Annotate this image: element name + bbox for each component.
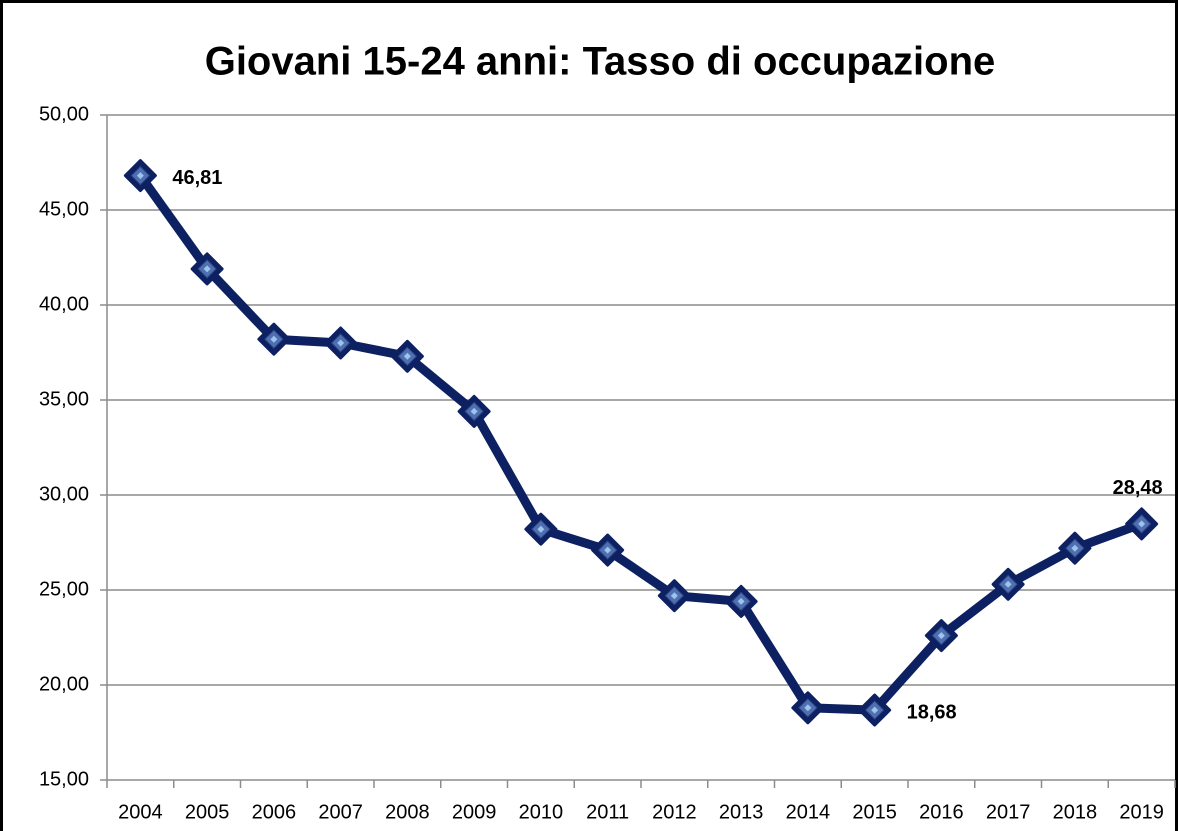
point-marker-core [1138,520,1146,528]
x-tick-label: 2008 [385,801,430,823]
point-marker-core [1071,544,1079,552]
x-tick-label: 2007 [318,801,363,823]
x-tick-label: 2016 [919,801,964,823]
point-marker-core [670,592,678,600]
point-marker-core [871,706,879,714]
data-label: 28,48 [1113,477,1163,499]
point-marker-core [537,525,545,533]
y-tick-label: 45,00 [39,198,89,220]
x-tick-label: 2012 [652,801,697,823]
point-marker-core [203,265,211,273]
y-tick-label: 40,00 [39,293,89,315]
x-tick-label: 2005 [185,801,230,823]
x-tick-label: 2018 [1053,801,1098,823]
point-marker-core [337,339,345,347]
point-marker-core [737,597,745,605]
point-marker-core [270,335,278,343]
y-tick-label: 35,00 [39,388,89,410]
chart-title: Giovani 15-24 anni: Tasso di occupazione [205,40,996,84]
x-tick-label: 2004 [118,801,163,823]
point-marker-core [470,407,478,415]
x-tick-label: 2009 [452,801,497,823]
series-line [136,172,1144,715]
x-tick-label: 2011 [586,801,629,823]
x-tick-label: 2019 [1119,801,1164,823]
point-marker-core [937,632,945,640]
x-tick-label: 2014 [786,801,831,823]
point-marker-core [136,172,144,180]
x-tick-label: 2015 [852,801,897,823]
x-tick-label: 2006 [252,801,297,823]
y-tick-label: 15,00 [39,768,89,790]
point-marker-core [403,352,411,360]
y-tick-label: 50,00 [39,103,89,125]
y-tick-label: 30,00 [39,483,89,505]
data-label: 18,68 [907,701,957,723]
point-marker-core [604,546,612,554]
point-marker-core [804,704,812,712]
point-marker-core [1004,580,1012,588]
x-tick-label: 2017 [986,801,1031,823]
data-label: 46,81 [172,167,222,189]
y-tick-label: 20,00 [39,673,89,695]
y-tick-label: 25,00 [39,578,89,600]
x-tick-label: 2010 [519,801,564,823]
x-tick-label: 2013 [719,801,764,823]
